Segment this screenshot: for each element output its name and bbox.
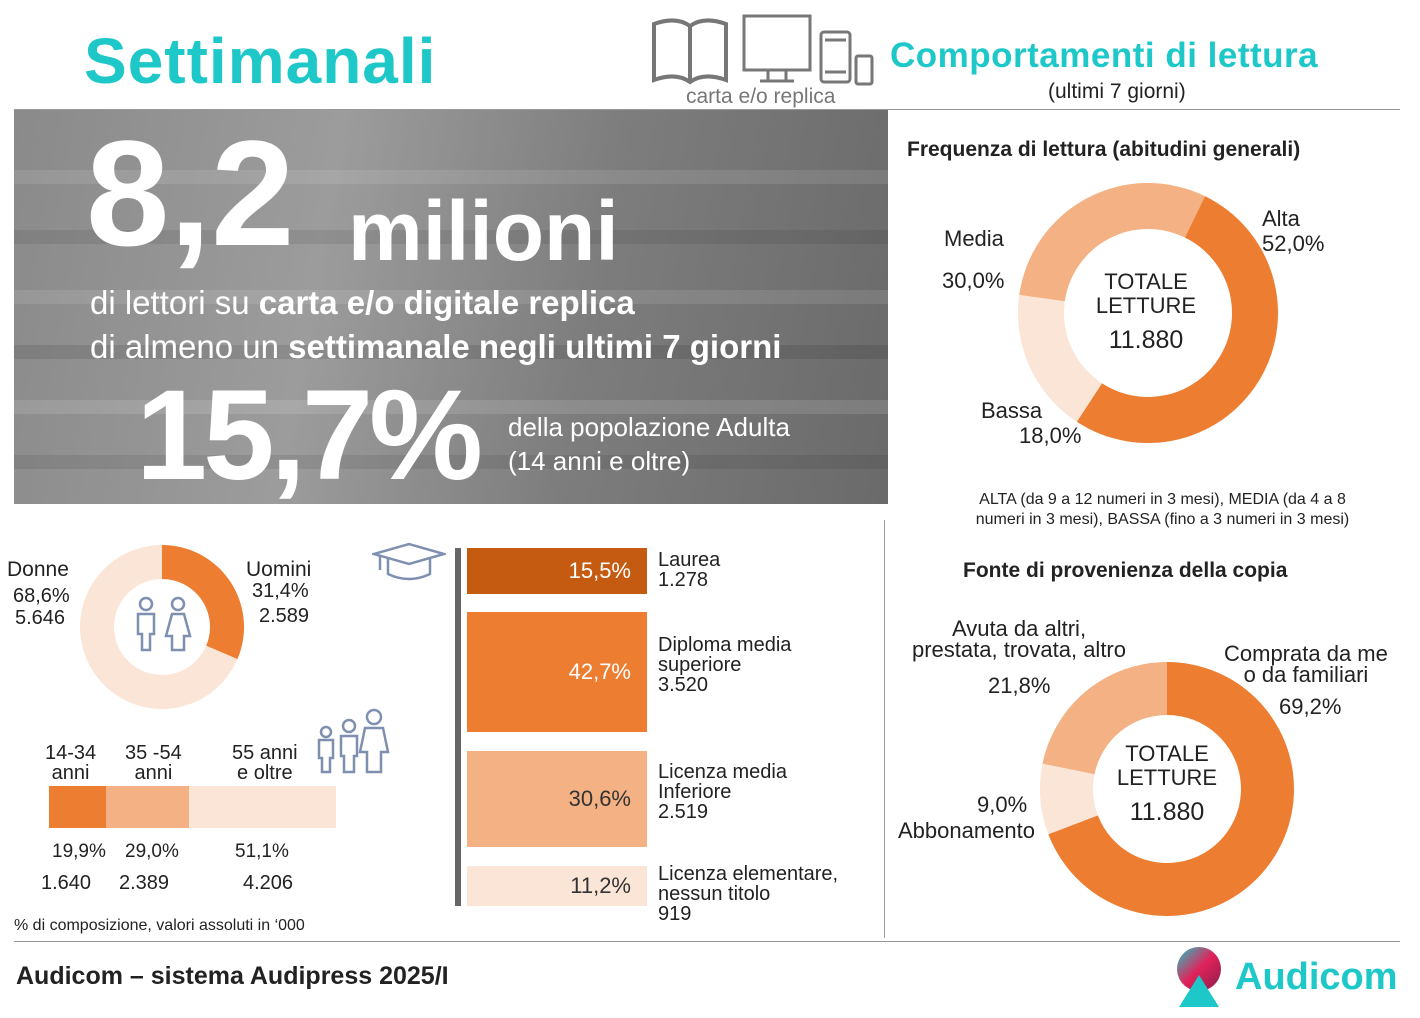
age-bar-segment bbox=[49, 786, 107, 828]
man-icon bbox=[136, 596, 156, 652]
donut-slice bbox=[80, 545, 238, 709]
age-abs-label: 1.640 bbox=[41, 872, 92, 894]
gender-label-uomini: Uomini bbox=[246, 558, 312, 581]
tablet-icon bbox=[819, 30, 852, 84]
gender-donut bbox=[80, 545, 244, 709]
section-title: Comportamenti di lettura bbox=[890, 36, 1319, 75]
hero-line2: di almeno un settimanale negli ultimi 7 … bbox=[90, 328, 782, 365]
family-icon bbox=[317, 708, 390, 774]
woman-icon bbox=[164, 596, 192, 652]
media-icons bbox=[652, 14, 874, 86]
frequency-center: TOTALE LETTURE 11.880 bbox=[1095, 269, 1197, 354]
footer-divider bbox=[14, 941, 1400, 942]
education-category-label: Licenza elementare, nessun titolo 919 bbox=[658, 863, 839, 925]
gender-label-donne-abs: 5.646 bbox=[15, 607, 66, 629]
src-label-avuta: Avuta da altri, prestata, trovata, altro bbox=[912, 616, 1126, 662]
right-divider bbox=[884, 520, 885, 938]
freq-label-media: Media bbox=[944, 226, 1004, 251]
donut-slice bbox=[162, 545, 244, 660]
hero-line1: di lettori su carta e/o digitale replica bbox=[90, 284, 635, 321]
gender-label-donne: Donne bbox=[7, 558, 69, 581]
donut-slice bbox=[1048, 662, 1294, 916]
age-abs-label: 4.206 bbox=[243, 872, 294, 894]
age-category-label: 14-34 anni bbox=[45, 742, 97, 784]
freq-label-alta: Alta 52,0% bbox=[1262, 206, 1325, 256]
age-category-label: 35 -54 anni bbox=[125, 742, 182, 784]
frequency-title: Frequenza di lettura (abitudini generali… bbox=[907, 138, 1301, 161]
education-bar: 15,5% bbox=[467, 548, 647, 594]
source-donut bbox=[1040, 662, 1294, 916]
education-axis bbox=[455, 548, 461, 906]
monitor-icon bbox=[742, 14, 812, 83]
age-abs-label: 2.389 bbox=[119, 872, 170, 894]
education-bar: 11,2% bbox=[467, 866, 647, 906]
graduation-cap-icon bbox=[372, 542, 446, 581]
education-category-label: Laurea 1.278 bbox=[658, 549, 721, 591]
age-bar bbox=[49, 786, 336, 828]
age-pct-label: 51,1% bbox=[235, 841, 289, 862]
frequency-note: ALTA (da 9 a 12 numeri in 3 mesi), MEDIA… bbox=[975, 491, 1350, 528]
education-bar: 30,6% bbox=[467, 751, 647, 847]
donut-slice bbox=[1019, 183, 1205, 302]
donut-slice bbox=[1076, 196, 1278, 443]
source-title: Fonte di provenienza della copia bbox=[963, 559, 1288, 582]
src-label-avuta-pct: 21,8% bbox=[988, 673, 1051, 698]
header-divider bbox=[14, 109, 1400, 110]
education-category-label: Diploma media superiore 3.520 bbox=[658, 634, 792, 696]
audicom-logo-icon bbox=[1177, 947, 1221, 1007]
gender-label-donne-pct: 68,6% bbox=[13, 585, 70, 607]
age-pct-label: 29,0% bbox=[125, 841, 179, 862]
hero-big-unit: milioni bbox=[348, 184, 619, 278]
donut-slice bbox=[1042, 662, 1167, 775]
footer-source: Audicom – sistema Audipress 2025/I bbox=[16, 962, 449, 990]
gender-icons bbox=[136, 596, 192, 652]
gender-label-uomini-abs: 2.589 bbox=[259, 605, 310, 627]
age-bar-segment bbox=[106, 786, 190, 828]
gender-label-uomini-pct: 31,4% bbox=[252, 580, 309, 602]
src-label-abbonamento: Abbonamento bbox=[898, 818, 1035, 843]
src-label-abbonamento-pct: 9,0% bbox=[977, 792, 1028, 817]
frequency-donut bbox=[1018, 183, 1278, 443]
src-label-comprata: Comprata da me o da familiari bbox=[1224, 641, 1388, 687]
page-title: Settimanali bbox=[84, 25, 437, 97]
source-center: TOTALE LETTURE 11.880 bbox=[1116, 741, 1218, 826]
footnote: % di composizione, valori assoluti in ‘0… bbox=[14, 917, 305, 934]
age-bar-segment bbox=[189, 786, 336, 828]
age-category-label: 55 anni e oltre bbox=[232, 742, 298, 784]
section-subtitle: (ultimi 7 giorni) bbox=[1048, 80, 1186, 103]
hero-panel bbox=[14, 110, 888, 504]
hero-big-number: 8,2 bbox=[86, 109, 295, 277]
hero-pct-desc2: (14 anni e oltre) bbox=[508, 446, 691, 476]
hero-pct-desc1: della popolazione Adulta bbox=[508, 412, 790, 442]
age-pct-label: 19,9% bbox=[52, 841, 106, 862]
education-bar: 42,7% bbox=[467, 612, 647, 732]
hero-pct: 15,7% bbox=[136, 364, 483, 507]
donut-slice bbox=[1018, 294, 1103, 422]
src-label-comprata-pct: 69,2% bbox=[1279, 694, 1342, 719]
donut-slice bbox=[1040, 763, 1098, 835]
freq-label-media-pct: 30,0% bbox=[942, 268, 1005, 293]
footer-brand: Audicom bbox=[1235, 956, 1398, 998]
education-category-label: Licenza media Inferiore 2.519 bbox=[658, 761, 787, 823]
media-caption: carta e/o replica bbox=[686, 85, 836, 108]
freq-label-bassa: Bassa 18,0% bbox=[981, 398, 1082, 448]
smartphone-icon bbox=[854, 54, 874, 86]
book-icon bbox=[652, 18, 728, 85]
